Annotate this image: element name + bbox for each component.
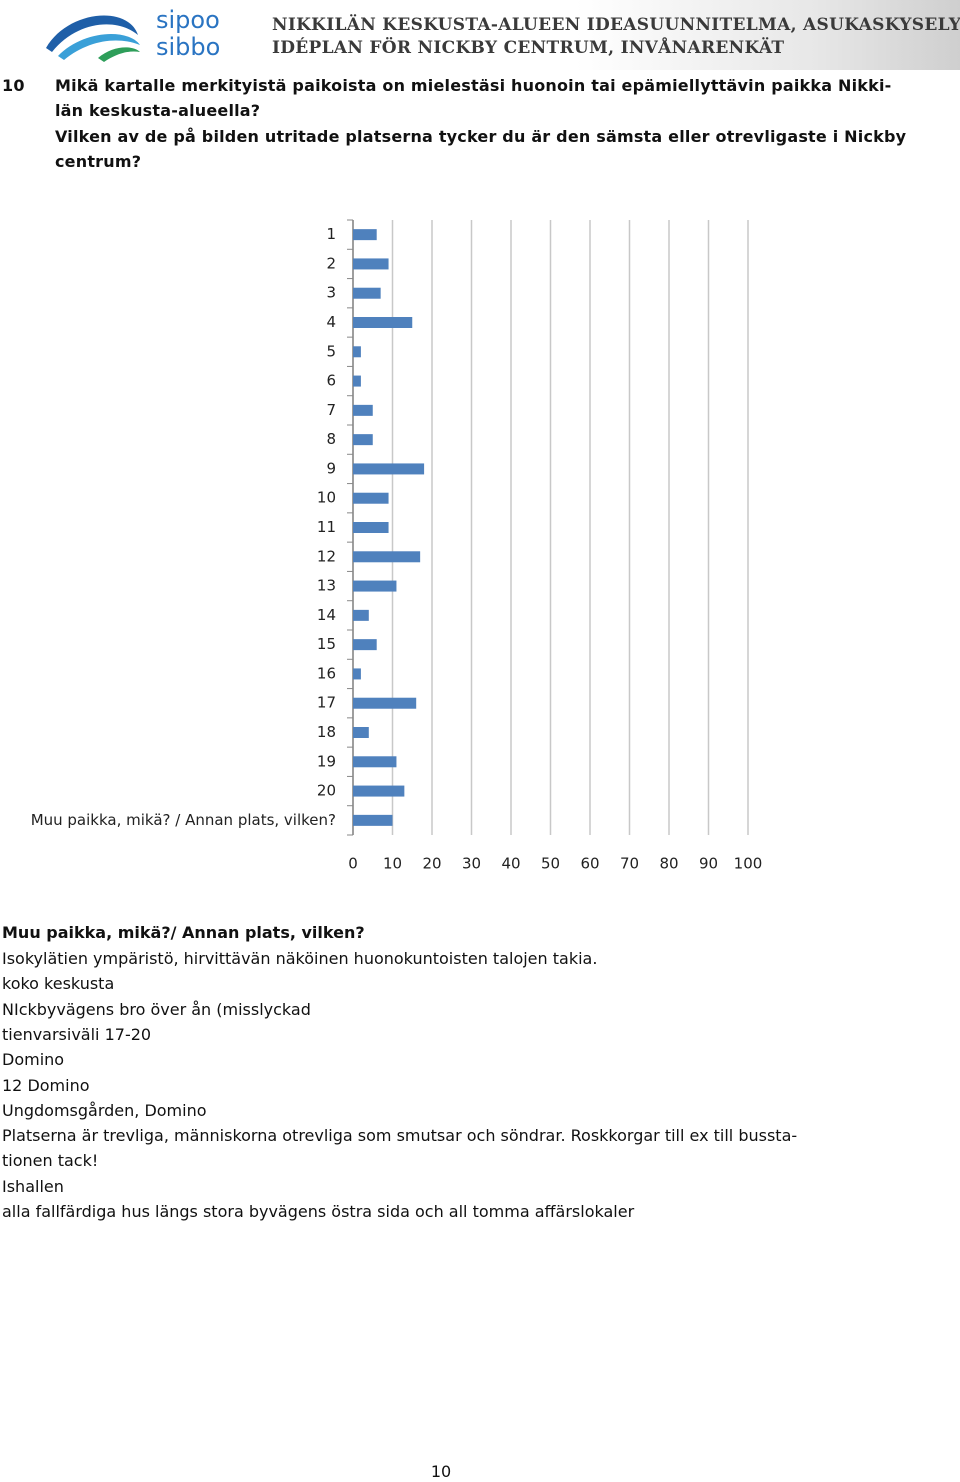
y-tick-label: 20 [317,782,336,800]
x-tick-label: 50 [541,855,560,873]
y-tick-label: 19 [317,752,336,770]
bar [353,580,397,592]
y-tick-label: 14 [317,606,336,624]
bar [353,229,377,241]
answer-line: alla fallfärdiga hus längs stora byvägen… [2,1202,635,1221]
chart: 0 10 20 30 40 50 60 70 80 90 100123456789101112131… [31,219,763,873]
bar [353,551,421,563]
y-tick-label: 8 [326,430,336,448]
x-tick-label: 90 [699,855,718,873]
bar [353,814,393,826]
header-title: IDÉPLAN FÖR NICKBY CENTRUM, INVÅNARENKÄT [272,38,785,58]
logo-mark [46,15,140,62]
bar [353,785,405,797]
bar [353,639,377,651]
answer-line: Isokylätien ympäristö, hirvittävän näköi… [2,949,598,968]
y-tick-label: 18 [317,723,336,741]
x-tick-label: 100 [734,855,763,873]
bar [353,609,369,621]
x-tick-label: 30 [462,855,481,873]
question-line: Mikä kartalle merkityistä paikoista on m… [55,76,892,95]
answer-line: Ishallen [2,1176,64,1196]
y-tick-label: 11 [317,518,336,536]
y-tick-label: 17 [317,694,336,712]
y-tick-label: Muu paikka, mikä? / Annan plats, vilken? [31,811,336,829]
x-tick-label: 20 [422,855,441,873]
y-tick-label: 16 [317,664,336,682]
x-tick-label: 80 [659,855,678,873]
y-tick-label: 5 [326,342,336,360]
bar [353,756,397,768]
answers-heading: Muu paikka, mikä?/ Annan plats, vilken? [2,923,365,942]
x-tick-label: 10 [383,855,402,873]
y-tick-label: 6 [326,372,336,390]
y-tick-label: 7 [326,401,336,419]
y-tick-label: 9 [326,459,336,477]
bar [353,346,361,358]
question-line: Vilken av de på bilden utritade platsern… [55,126,907,146]
y-tick-label: 10 [317,489,336,507]
answer-line: NIckbyvägens bro över ån (misslyckad [2,999,311,1019]
bar [353,668,361,680]
answer-line: 12 Domino [2,1075,90,1095]
bar [353,287,381,299]
answer-line: koko keskusta [2,974,115,994]
y-tick-label: 15 [317,635,336,653]
bar [353,522,389,533]
y-tick-label: 12 [317,547,336,565]
answer-line: Ungdomsgården, Domino [2,1100,207,1120]
answer-line: tienvarsiväli 17-20 [2,1024,152,1044]
y-tick-label: 3 [326,284,336,302]
answer-line: Platserna är trevliga, människorna otrev… [2,1126,798,1146]
y-tick-label: 1 [326,225,336,243]
bar [353,463,425,475]
y-tick-label: 2 [326,254,336,272]
bar [353,434,373,446]
answer-line: tionen tack! [2,1151,99,1171]
x-tick-label: 70 [620,855,639,873]
x-tick-label: 0 [348,855,358,873]
bar [353,317,413,328]
logo-text: sibbo [156,33,221,61]
question-line: län keskusta-alueella? [55,101,261,121]
bar [353,404,373,416]
header-banner: sipoo sibbo NIKKILÄN KESKUSTA-ALUEEN IDE… [0,0,960,70]
bar [353,492,389,504]
answer-line: Domino [2,1050,65,1070]
question-number: 10 [2,76,25,95]
question-line: centrum? [55,151,142,171]
x-tick-label: 40 [501,855,520,873]
page-number: 10 [430,1462,452,1481]
y-tick-label: 13 [317,577,336,595]
bar [353,375,361,387]
bar [353,727,369,738]
logo-text: sipoo [156,6,220,34]
bar [353,697,417,709]
bar [353,258,389,270]
y-tick-label: 4 [326,313,336,331]
x-tick-label: 60 [580,855,599,873]
header-title: NIKKILÄN KESKUSTA-ALUEEN IDEASUUNNITELMA… [272,15,960,35]
